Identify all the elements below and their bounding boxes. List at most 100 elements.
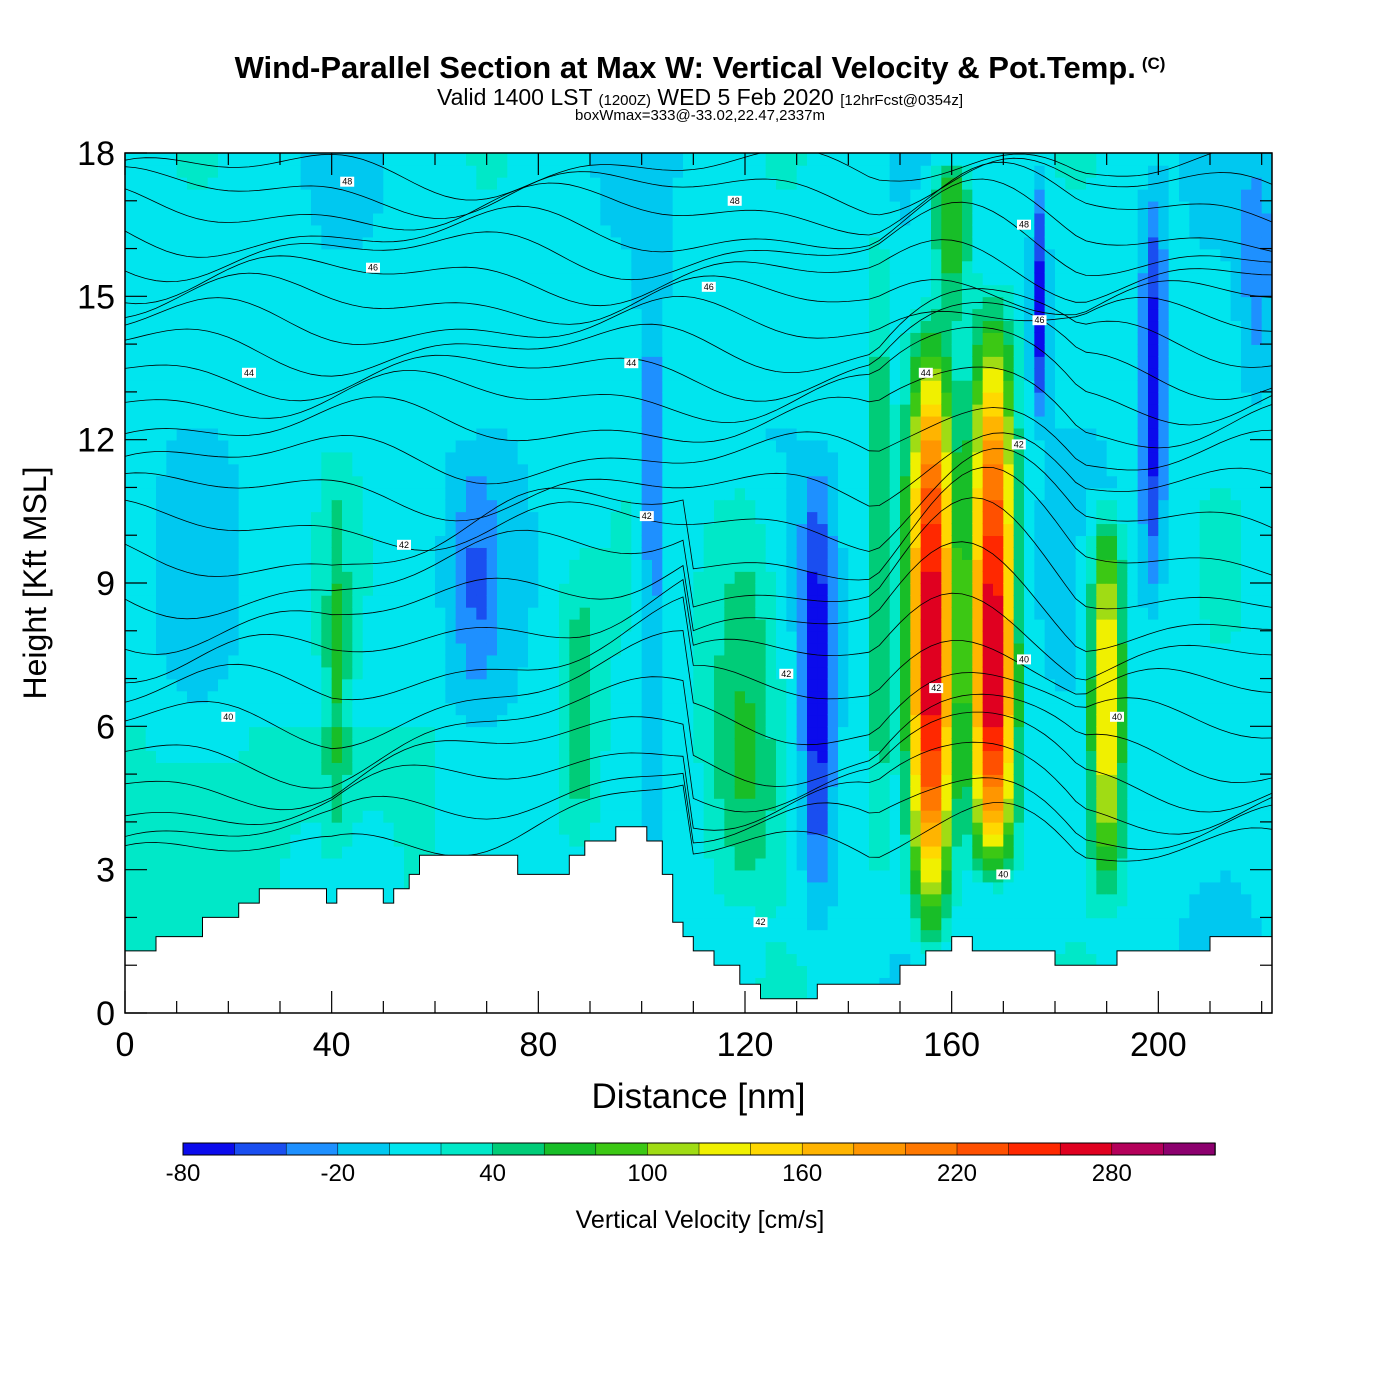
field-cell [435, 821, 447, 835]
field-cell [435, 427, 447, 441]
field-cell [621, 368, 633, 381]
forecast-label: [12hrFcst@0354z] [840, 92, 964, 109]
field-cell [362, 774, 374, 787]
field-cell [259, 750, 271, 763]
field-cell [786, 833, 798, 847]
field-cell [796, 403, 808, 417]
field-cell [259, 499, 271, 513]
field-cell [445, 511, 457, 525]
field-cell [579, 403, 591, 417]
field-cell [455, 798, 467, 811]
field-cell [207, 690, 219, 704]
field-cell [145, 236, 157, 250]
field-cell [672, 451, 684, 465]
field-cell [765, 750, 777, 763]
field-cell [827, 164, 839, 178]
field-cell [259, 332, 271, 345]
field-cell [538, 308, 550, 322]
field-cell [187, 188, 199, 202]
field-cell [445, 475, 457, 489]
field-cell [445, 630, 457, 644]
field-cell [166, 547, 178, 560]
field-cell [703, 690, 715, 704]
field-cell [414, 379, 426, 393]
field-cell [652, 344, 664, 357]
field-cell [672, 535, 684, 548]
field-cell [817, 690, 829, 704]
field-cell [703, 594, 715, 608]
field-cell [435, 439, 447, 453]
field-cell [621, 523, 633, 537]
field-cell [703, 176, 715, 190]
field-cell [734, 451, 746, 465]
field-cell [466, 606, 478, 620]
field-cell [745, 379, 757, 393]
field-cell [166, 284, 178, 298]
field-cell [507, 153, 519, 166]
field-cell [228, 272, 240, 286]
field-cell [693, 344, 705, 357]
field-cell [745, 917, 757, 931]
field-cell [259, 571, 271, 584]
field-cell [373, 188, 385, 202]
field-cell [734, 391, 746, 405]
field-cell [176, 666, 188, 680]
field-cell [631, 666, 643, 680]
field-cell [249, 654, 261, 668]
field-cell [745, 977, 757, 990]
field-cell [486, 379, 498, 393]
field-cell [497, 547, 509, 560]
field-cell [404, 403, 416, 417]
field-cell [672, 487, 684, 501]
field-cell [187, 929, 199, 943]
field-cell [166, 475, 178, 489]
field-cell [683, 583, 695, 596]
field-cell [776, 905, 788, 919]
field-cell [807, 475, 819, 489]
field-cell [435, 272, 447, 286]
field-cell [207, 821, 219, 835]
field-cell [435, 248, 447, 262]
field-cell [321, 188, 333, 202]
field-cell [352, 272, 364, 286]
field-cell [238, 809, 250, 823]
field-cell [445, 451, 457, 465]
field-cell [145, 379, 157, 393]
field-cell [259, 678, 271, 692]
field-cell [548, 463, 560, 477]
field-cell [683, 236, 695, 250]
field-cell [807, 857, 819, 871]
field-cell [259, 523, 271, 537]
field-cell [476, 845, 488, 859]
field-cell [445, 594, 457, 608]
field-cell [714, 666, 726, 680]
field-cell [807, 989, 819, 1002]
field-cell [486, 236, 498, 250]
field-cell [156, 845, 168, 859]
field-cell [218, 594, 230, 608]
field-cell [817, 368, 829, 381]
field-cell [176, 463, 188, 477]
field-cell [538, 738, 550, 752]
field-cell [135, 320, 147, 333]
field-cell [466, 571, 478, 584]
field-cell [497, 368, 509, 381]
field-cell [755, 403, 767, 417]
field-cell [662, 368, 674, 381]
field-cell [786, 188, 798, 202]
field-cell [528, 678, 540, 692]
field-cell [600, 296, 612, 310]
field-cell [228, 368, 240, 381]
field-cell [300, 535, 312, 548]
field-cell [683, 833, 695, 847]
field-cell [156, 678, 168, 692]
field-cell [187, 594, 199, 608]
field-cell [197, 523, 209, 537]
field-cell [269, 654, 281, 668]
field-cell [652, 606, 664, 620]
field-cell [786, 857, 798, 871]
field-cell [300, 583, 312, 596]
field-cell [559, 284, 571, 298]
field-cell [228, 726, 240, 740]
field-cell [466, 666, 478, 680]
